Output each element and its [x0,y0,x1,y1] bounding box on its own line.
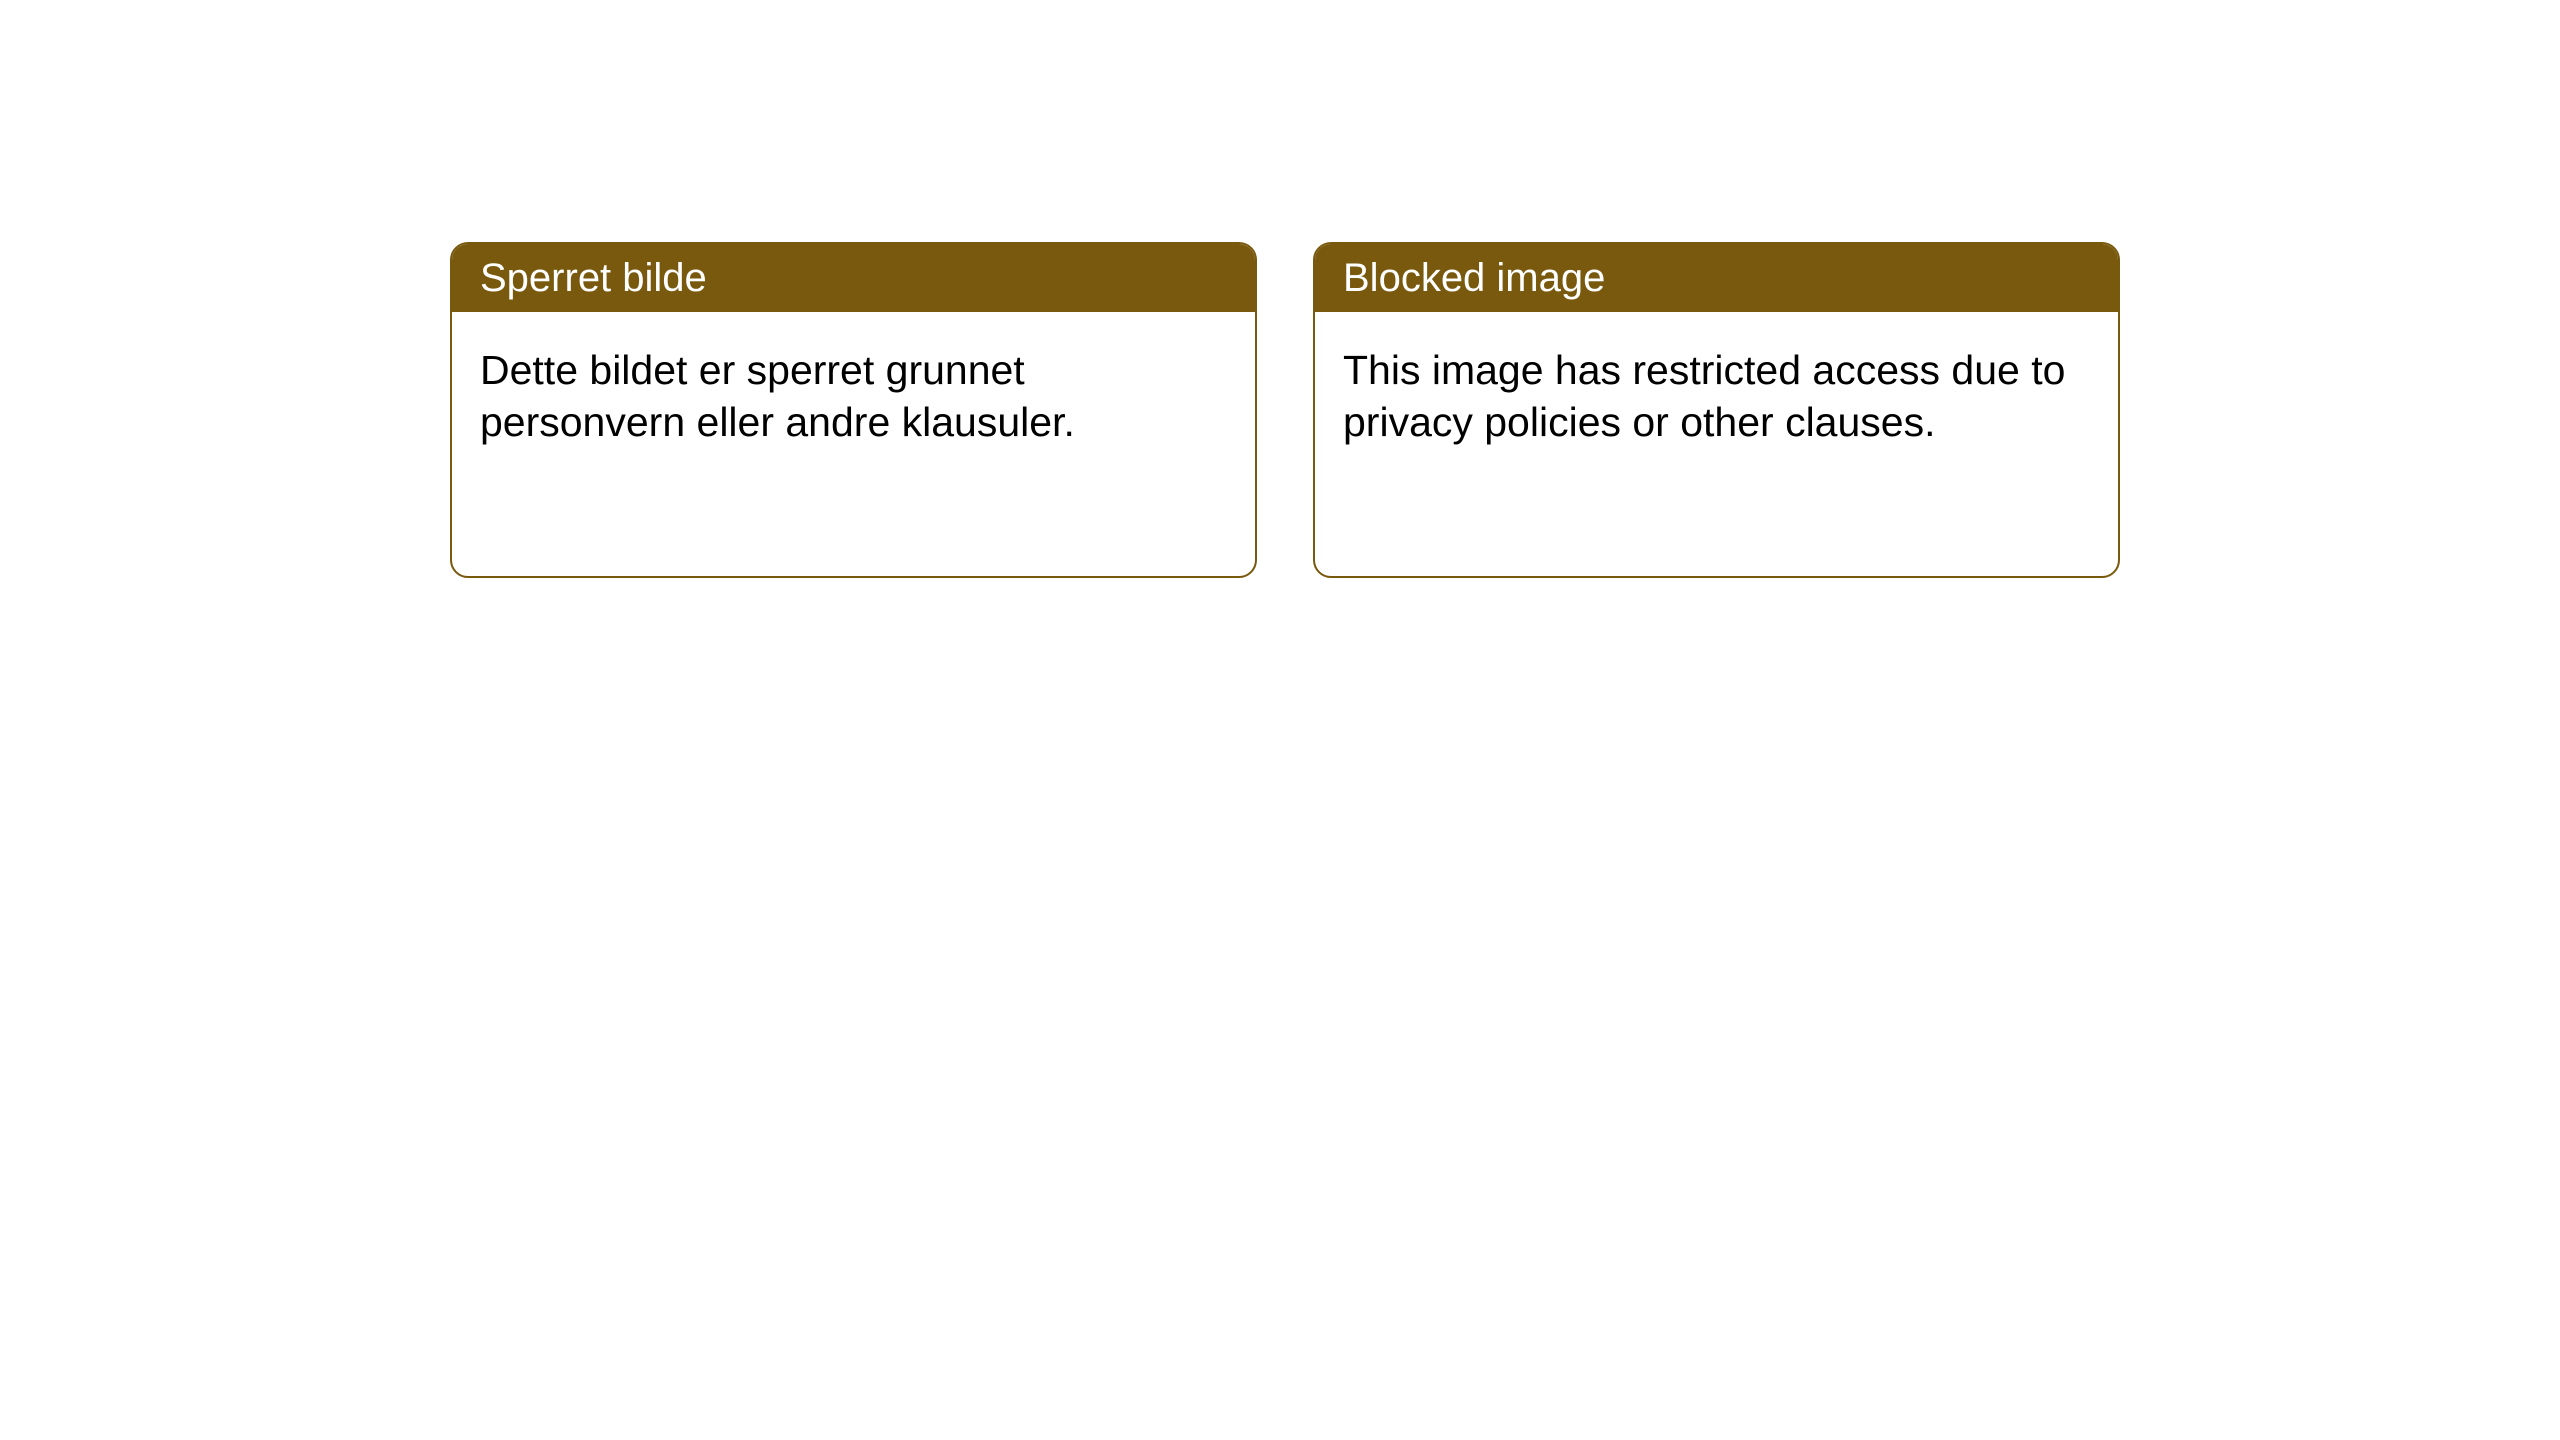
card-title: Sperret bilde [480,256,707,300]
card-header: Blocked image [1315,244,2118,312]
card-body-text: Dette bildet er sperret grunnet personve… [480,347,1075,445]
card-body-text: This image has restricted access due to … [1343,347,2065,445]
card-title: Blocked image [1343,256,1605,300]
blocked-image-card-norwegian: Sperret bilde Dette bildet er sperret gr… [450,242,1257,578]
notice-container: Sperret bilde Dette bildet er sperret gr… [0,0,2560,578]
blocked-image-card-english: Blocked image This image has restricted … [1313,242,2120,578]
card-body: This image has restricted access due to … [1315,312,2118,477]
card-body: Dette bildet er sperret grunnet personve… [452,312,1255,477]
card-header: Sperret bilde [452,244,1255,312]
